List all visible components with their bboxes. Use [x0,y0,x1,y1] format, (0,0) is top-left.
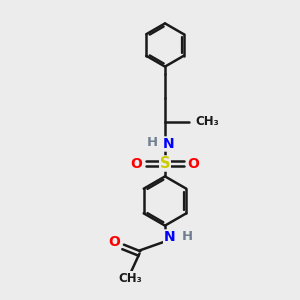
Text: CH₃: CH₃ [196,115,219,128]
Text: H: H [146,136,158,149]
Text: O: O [188,157,200,170]
Text: O: O [130,157,142,170]
Text: N: N [163,137,174,151]
Text: O: O [109,235,121,249]
Text: N: N [164,230,175,244]
Text: CH₃: CH₃ [118,272,142,285]
Text: S: S [160,156,170,171]
Text: H: H [182,230,193,244]
